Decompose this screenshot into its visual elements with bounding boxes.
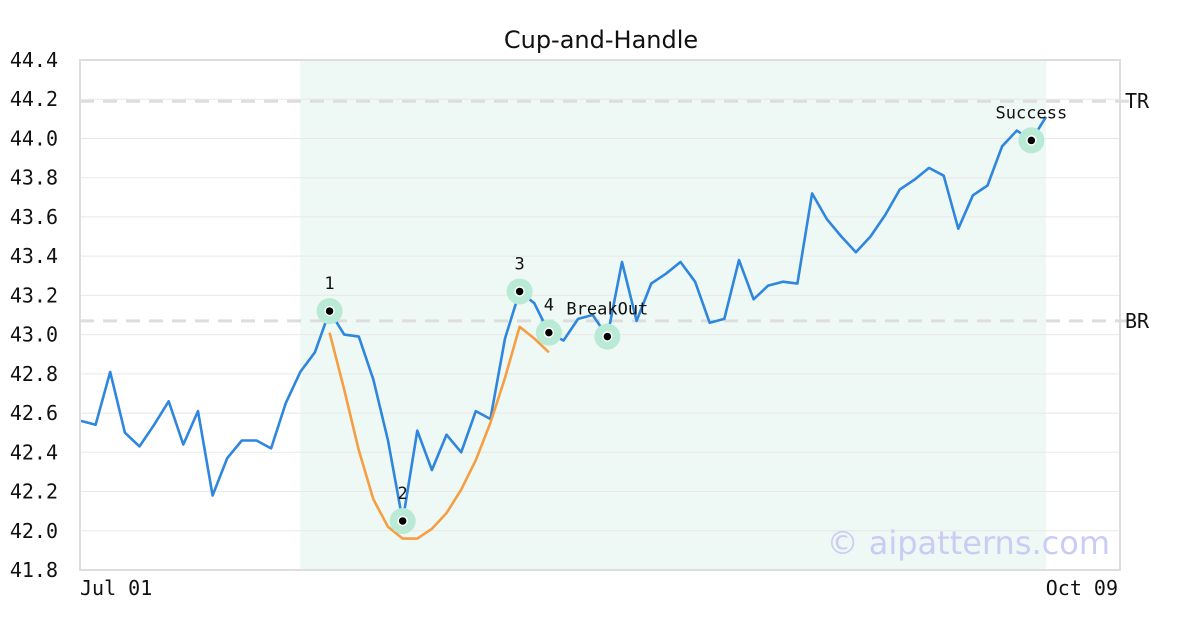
pattern-point [397,515,408,527]
pattern-point-label: BreakOut [566,300,648,320]
x-tick-label-start: Jul 01 [80,576,152,600]
y-tick-label: 42.6 [10,401,58,425]
y-tick-label: 42.0 [10,519,58,543]
reference-line-label: BR [1125,309,1150,333]
y-tick-label: 43.6 [10,205,58,229]
y-tick-label: 44.0 [10,126,58,150]
y-tick-label: 44.2 [10,87,58,111]
pattern-point-label: 4 [544,296,554,316]
watermark: © aipatterns.com [827,524,1110,562]
x-tick-label-end: Oct 09 [1046,576,1118,600]
pattern-point [602,331,613,342]
y-tick-label: 43.2 [10,283,58,307]
pattern-point-label: 1 [324,274,334,294]
y-tick-label: 42.2 [10,480,58,504]
pattern-shaded-region [300,60,1046,570]
pattern-point [543,327,555,338]
pattern-point [514,286,525,297]
y-tick-label: 41.8 [10,558,58,582]
y-axis-labels: 41.8 42.0 42.2 42.4 42.6 42.8 43.0 43.2 43.4 43.6… [10,48,58,582]
y-tick-label: 42.4 [10,440,58,464]
pattern-point [1026,135,1037,146]
pattern-point [324,305,335,317]
price-series-line [80,116,1048,523]
pattern-markers: 1 2 3 4 BreakOut Success [316,103,1068,534]
plot-frame [79,59,1121,571]
cup-fit-line [328,325,550,540]
reference-line-label: TR [1125,89,1150,113]
y-tick-label: 43.8 [10,166,58,190]
y-tick-label: 44.4 [10,48,58,72]
reference-lines: TR BR [80,89,1150,333]
pattern-point-label: 2 [398,484,408,504]
chart-title: Cup-and-Handle [504,26,698,54]
y-tick-label: 43.0 [10,323,58,347]
y-tick-label: 43.4 [10,244,58,268]
y-tick-label: 42.8 [10,362,58,386]
pattern-point-label: 3 [515,254,525,274]
pattern-point-label: Success [996,103,1068,123]
